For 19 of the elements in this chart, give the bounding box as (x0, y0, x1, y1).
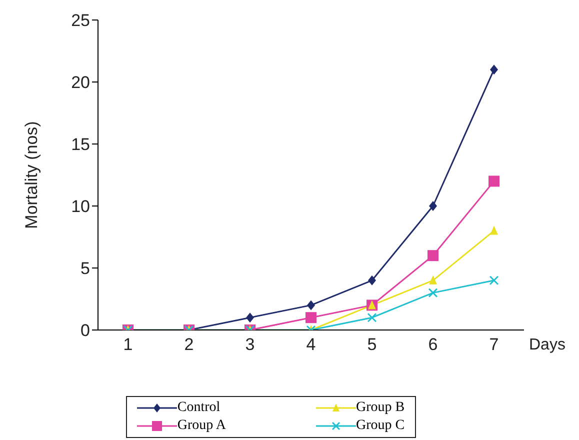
x-tick-label: 3 (245, 335, 255, 354)
legend-label: Group B (356, 400, 405, 416)
y-axis-title: Mortality (nos) (22, 121, 42, 229)
x-tick-label: 1 (123, 335, 133, 354)
y-tick-label: 25 (71, 11, 90, 30)
y-tick-label: 10 (71, 197, 90, 216)
y-tick-label: 5 (80, 259, 90, 278)
legend-label: Control (177, 400, 220, 416)
y-tick-label: 15 (71, 135, 90, 154)
legend-label: Group A (177, 418, 226, 434)
x-tick-label: 7 (489, 335, 499, 354)
y-tick-label: 0 (80, 321, 90, 340)
x-tick-label: 4 (306, 335, 316, 354)
x-tick-label: 6 (428, 335, 438, 354)
legend-label: Group C (356, 418, 405, 434)
y-tick-label: 20 (71, 73, 90, 92)
x-tick-label: 5 (367, 335, 377, 354)
x-tick-label: 2 (184, 335, 194, 354)
x-axis-title: Days (529, 336, 566, 354)
